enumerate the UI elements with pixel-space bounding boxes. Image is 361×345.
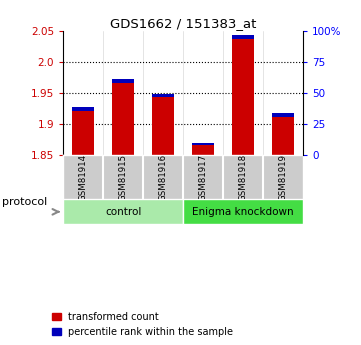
Text: Enigma knockdown: Enigma knockdown — [192, 207, 294, 217]
Bar — [272, 113, 294, 117]
Bar — [112, 79, 134, 82]
Legend: transformed count, percentile rank within the sample: transformed count, percentile rank withi… — [52, 312, 233, 337]
Bar — [152, 94, 174, 98]
Text: GSM81919: GSM81919 — [279, 154, 288, 201]
Bar — [152, 98, 174, 155]
Text: GSM81916: GSM81916 — [159, 154, 168, 201]
Text: GSM81914: GSM81914 — [79, 154, 88, 201]
Bar — [192, 145, 214, 155]
Bar — [72, 107, 94, 111]
Bar — [192, 144, 214, 145]
Bar — [232, 36, 254, 39]
Text: protocol: protocol — [2, 197, 47, 207]
Text: control: control — [105, 207, 142, 217]
Bar — [112, 82, 134, 155]
Bar — [183, 199, 303, 224]
Text: GSM81915: GSM81915 — [119, 154, 128, 201]
Bar — [72, 111, 94, 155]
Bar — [63, 199, 183, 224]
Text: GSM81918: GSM81918 — [239, 154, 248, 201]
Title: GDS1662 / 151383_at: GDS1662 / 151383_at — [110, 17, 256, 30]
Text: GSM81917: GSM81917 — [199, 154, 208, 201]
Bar — [232, 39, 254, 155]
Bar — [272, 117, 294, 155]
